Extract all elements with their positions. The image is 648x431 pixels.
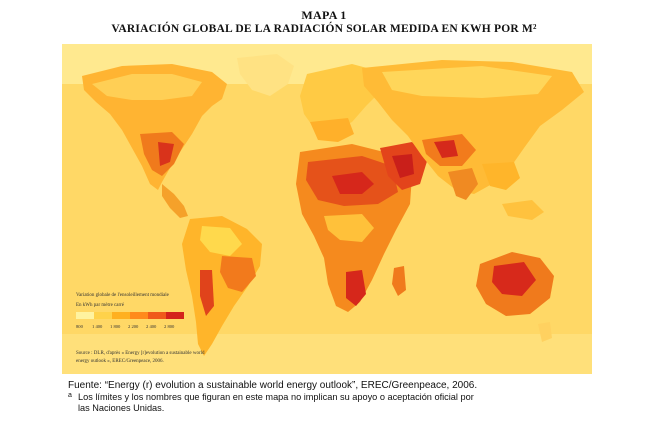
map-title: MAPA 1: [301, 8, 347, 22]
legend-tick-4: 2 200: [128, 324, 139, 329]
legend-swatch-2: [94, 312, 112, 319]
legend-tick-3: 1 800: [110, 324, 121, 329]
new-zealand: [538, 322, 552, 342]
asia: [362, 60, 584, 220]
footer-block: Fuente: “Energy (r) evolution a sustaina…: [68, 380, 588, 414]
map-legend: Variation globale de l'ensoleillement mo…: [76, 293, 205, 364]
legend-title-line2: En kWh par mètre carré: [76, 303, 125, 308]
legend-tick-2: 1 400: [92, 324, 103, 329]
australia: [476, 252, 554, 342]
footnote-continued: las Naciones Unidas.: [68, 403, 588, 414]
world-map-svg: Variation globale de l'ensoleillement mo…: [62, 44, 592, 374]
north-america: [82, 64, 227, 218]
arabia-peak: [392, 154, 414, 178]
legend-swatch-1: [76, 312, 94, 319]
footnote: a Los límites y los nombres que figuran …: [68, 392, 588, 403]
legend-tick-1: 800: [76, 324, 84, 329]
legend-source-line1: Source : DLR, d'après « Energy [r]evolut…: [76, 351, 205, 356]
legend-swatch-6: [166, 312, 184, 319]
legend-swatch-3: [112, 312, 130, 319]
antarctic-band: [62, 334, 592, 374]
footnote-mark: a: [68, 392, 72, 399]
map-subtitle: VARIACIÓN GLOBAL DE LA RADIACIÓN SOLAR M…: [111, 23, 537, 35]
legend-source-line2: energy outlook », EREC/Greenpeace, 2006.: [76, 359, 164, 364]
footnote-line2: las Naciones Unidas.: [78, 403, 165, 413]
legend-swatch-5: [148, 312, 166, 319]
greenland: [237, 54, 294, 96]
europe: [300, 64, 382, 142]
map-title-block: MAPA 1 VARIACIÓN GLOBAL DE LA RADIACIÓN …: [0, 8, 648, 36]
africa: [296, 144, 412, 312]
source-citation: Fuente: “Energy (r) evolution a sustaina…: [68, 380, 478, 391]
world-solar-map: Variation globale de l'ensoleillement mo…: [62, 44, 592, 374]
south-america: [182, 216, 262, 356]
legend-swatch-4: [130, 312, 148, 319]
legend-tick-6: 2 800: [164, 324, 175, 329]
indonesia: [502, 200, 544, 220]
madagascar: [392, 266, 406, 296]
footnote-line1: Los límites y los nombres que figuran en…: [78, 392, 474, 402]
legend-title-line1: Variation globale de l'ensoleillement mo…: [76, 293, 170, 298]
legend-tick-5: 2 400: [146, 324, 157, 329]
